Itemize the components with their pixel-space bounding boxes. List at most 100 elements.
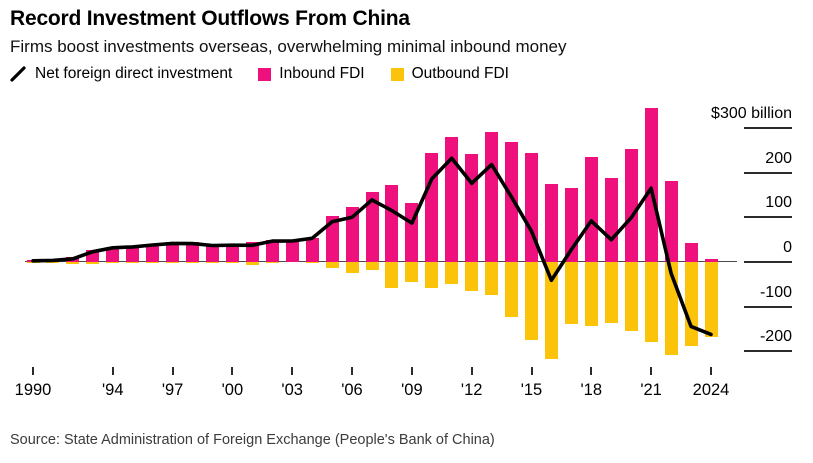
y-axis-label-0: 0 (783, 239, 792, 256)
x-tick-2024 (710, 367, 712, 375)
bar-outbound-1992 (66, 262, 80, 264)
bar-outbound-2007 (365, 262, 379, 270)
bar-outbound-1996 (146, 262, 160, 263)
x-tick-2015 (530, 367, 533, 375)
bar-outbound-2005 (325, 262, 339, 269)
bar-inbound-1994 (106, 246, 120, 262)
bar-inbound-2007 (365, 192, 379, 262)
bar-outbound-2014 (505, 262, 519, 317)
bar-inbound-1995 (126, 246, 140, 262)
bar-outbound-2016 (544, 262, 558, 359)
bar-inbound-2012 (465, 154, 479, 262)
bar-inbound-2018 (584, 157, 598, 262)
bar-inbound-2009 (405, 203, 419, 262)
legend-item-outbound-fdi: Outbound FDI (390, 65, 509, 83)
bar-outbound-2012 (465, 262, 479, 292)
x-axis-label-2012: '12 (460, 381, 483, 399)
x-tick-2009 (410, 367, 413, 375)
bar-outbound-2011 (445, 262, 459, 284)
bar-outbound-1993 (86, 262, 100, 264)
x-tick-1994 (111, 367, 114, 375)
bar-outbound-2024 (704, 262, 718, 338)
bar-outbound-1994 (106, 262, 120, 263)
x-tick-2000 (231, 367, 234, 375)
legend-label-outbound-fdi: Outbound FDI (411, 65, 509, 82)
y-gridline-stub-100 (744, 216, 792, 219)
bar-inbound-1993 (86, 249, 100, 262)
bar-inbound-2005 (325, 215, 339, 262)
x-tick-1997 (171, 367, 174, 375)
bar-inbound-2010 (425, 152, 439, 262)
source-note: Source: State Administration of Foreign … (10, 432, 495, 448)
chart-subtitle: Firms boost investments overseas, overwh… (10, 37, 567, 56)
y-axis-label-300: $300 billion (711, 104, 792, 122)
bar-outbound-2019 (604, 262, 618, 324)
bar-inbound-2001 (245, 242, 259, 262)
bar-inbound-1996 (146, 244, 160, 262)
x-axis-label-1990: 1990 (14, 381, 52, 399)
bar-inbound-2020 (624, 148, 638, 262)
bar-outbound-2008 (385, 262, 399, 288)
bar-inbound-1997 (166, 242, 180, 262)
bar-outbound-2013 (485, 262, 499, 295)
y-axis-label--100: -100 (759, 283, 792, 301)
bar-inbound-2021 (644, 108, 658, 262)
y-axis-label-100: 100 (765, 194, 792, 212)
x-axis-label-1994: '94 (102, 381, 124, 399)
y-gridline-stub--200 (744, 350, 792, 353)
x-axis-label-2021: '21 (640, 381, 662, 399)
bar-outbound-2021 (644, 262, 658, 342)
bar-inbound-2014 (505, 142, 519, 262)
bar-outbound-2002 (265, 262, 279, 264)
bar-inbound-2006 (345, 206, 359, 262)
page-title: Record Investment Outflows From China (10, 7, 410, 30)
bar-outbound-2018 (584, 262, 598, 326)
bar-inbound-2022 (664, 180, 678, 262)
bar-outbound-2001 (245, 262, 259, 266)
bar-outbound-2017 (564, 262, 578, 324)
x-axis-label-2000: '00 (221, 381, 244, 399)
bar-inbound-1999 (206, 244, 219, 262)
bar-outbound-1997 (166, 262, 180, 264)
bar-outbound-2015 (525, 262, 538, 340)
x-axis-label-1997: '97 (161, 381, 184, 399)
bar-outbound-2004 (305, 262, 319, 263)
bar-inbound-2017 (564, 187, 578, 262)
bar-inbound-2004 (305, 237, 319, 262)
legend-label-inbound-fdi: Inbound FDI (279, 65, 365, 82)
bar-outbound-1998 (186, 262, 199, 264)
y-gridline-stub--100 (744, 305, 792, 308)
bar-outbound-2020 (624, 262, 638, 331)
bar-inbound-2019 (604, 178, 618, 262)
bar-inbound-2003 (285, 240, 299, 262)
legend-item-inbound-fdi: Inbound FDI (258, 65, 365, 83)
bar-outbound-2010 (425, 262, 439, 288)
legend-label-net-fdi: Net foreign direct investment (35, 65, 233, 82)
x-tick-2021 (650, 367, 653, 375)
bar-outbound-2023 (684, 262, 698, 346)
x-axis-label-2024: 2024 (692, 381, 730, 399)
y-gridline-stub-200 (744, 171, 792, 174)
bar-outbound-1999 (206, 262, 219, 263)
bar-inbound-2002 (265, 240, 279, 262)
x-axis-label-2003: '03 (281, 381, 303, 399)
bar-inbound-2023 (684, 242, 698, 262)
bar-inbound-2015 (525, 153, 538, 262)
x-tick-2012 (470, 367, 473, 375)
x-axis-label-2006: '06 (341, 381, 363, 399)
y-axis-label-200: 200 (765, 149, 792, 167)
y-gridline-stub-300 (744, 126, 792, 129)
bar-inbound-2011 (445, 136, 459, 262)
x-tick-1990 (32, 367, 34, 375)
x-axis-label-2018: '18 (580, 381, 603, 399)
bar-outbound-2006 (345, 262, 359, 273)
x-axis-label-2015: '15 (520, 381, 543, 399)
y-axis-label--200: -200 (759, 328, 792, 346)
x-tick-2006 (351, 367, 353, 375)
x-axis-label-2009: '09 (401, 381, 423, 399)
bar-outbound-1995 (126, 262, 140, 263)
bar-inbound-2000 (225, 244, 239, 262)
bar-outbound-2009 (405, 262, 419, 282)
legend: Net foreign direct investment Inbound FD… (10, 62, 509, 86)
